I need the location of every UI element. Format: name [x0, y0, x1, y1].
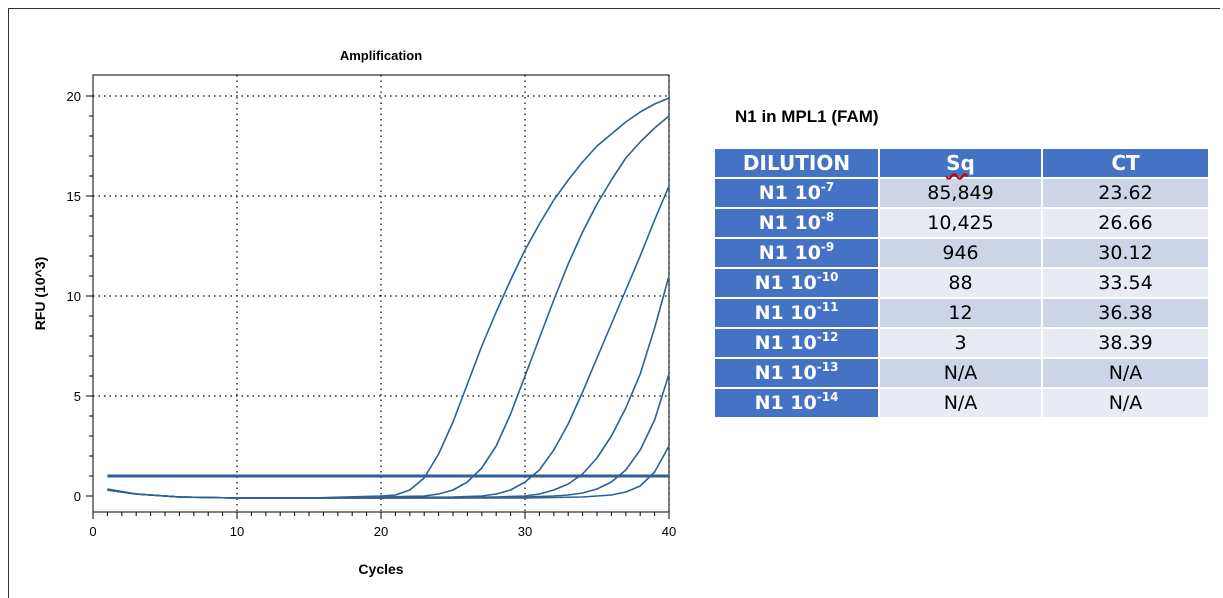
ct-cell: 33.54 — [1042, 268, 1209, 298]
dilution-cell: N1 10-7 — [714, 178, 879, 208]
ct-cell: 23.62 — [1042, 178, 1209, 208]
sq-cell: 946 — [879, 238, 1042, 268]
table-row: N1 10-994630.12 — [714, 238, 1209, 268]
dilution-exponent: -12 — [817, 330, 839, 344]
ct-cell: N/A — [1042, 388, 1209, 418]
dilution-exponent: -14 — [817, 390, 839, 404]
dilution-prefix: N1 10 — [759, 242, 821, 264]
y-tick-label: 10 — [67, 289, 81, 304]
dilution-exponent: -9 — [821, 240, 834, 254]
table-title: N1 in MPL1 (FAM) — [735, 107, 879, 127]
y-axis-title: RFU (10^3) — [32, 257, 48, 331]
dilution-exponent: -10 — [817, 270, 839, 284]
header-sq: Sq — [879, 148, 1042, 178]
table-row: N1 10-111236.38 — [714, 298, 1209, 328]
dilution-cell: N1 10-10 — [714, 268, 879, 298]
dilution-prefix: N1 10 — [759, 182, 821, 204]
dilution-cell: N1 10-13 — [714, 358, 879, 388]
amplification-curve — [107, 116, 669, 498]
sq-cell: 3 — [879, 328, 1042, 358]
dilution-prefix: N1 10 — [755, 362, 817, 384]
table-header-row: DILUTION Sq CT — [714, 148, 1209, 178]
ct-cell: 30.12 — [1042, 238, 1209, 268]
table-row: N1 10-14N/AN/A — [714, 388, 1209, 418]
header-ct: CT — [1042, 148, 1209, 178]
amplification-curve — [107, 186, 669, 498]
dilution-exponent: -8 — [821, 210, 834, 224]
sq-cell: N/A — [879, 388, 1042, 418]
dilution-cell: N1 10-11 — [714, 298, 879, 328]
dilution-cell: N1 10-9 — [714, 238, 879, 268]
x-tick-label: 40 — [662, 524, 676, 539]
results-table: DILUTION Sq CT N1 10-785,84923.62N1 10-8… — [713, 147, 1210, 419]
amplification-curves — [107, 98, 669, 498]
ct-cell: 36.38 — [1042, 298, 1209, 328]
table-row: N1 10-785,84923.62 — [714, 178, 1209, 208]
amplification-curve — [107, 98, 669, 498]
chart-grid — [93, 75, 669, 512]
y-tick-label: 5 — [74, 389, 81, 404]
dilution-cell: N1 10-14 — [714, 388, 879, 418]
dilution-exponent: -13 — [817, 360, 839, 374]
dilution-prefix: N1 10 — [755, 332, 817, 354]
amplification-curve — [107, 374, 669, 498]
sq-cell: N/A — [879, 358, 1042, 388]
header-dilution: DILUTION — [714, 148, 879, 178]
dilution-prefix: N1 10 — [755, 392, 817, 414]
dilution-cell: N1 10-12 — [714, 328, 879, 358]
x-tick-label: 10 — [230, 524, 244, 539]
sq-cell: 10,425 — [879, 208, 1042, 238]
y-tick-label: 0 — [74, 489, 81, 504]
dilution-exponent: -11 — [817, 300, 839, 314]
x-tick-label: 20 — [374, 524, 388, 539]
table-row: N1 10-810,42526.66 — [714, 208, 1209, 238]
table-row: N1 10-13N/AN/A — [714, 358, 1209, 388]
dilution-prefix: N1 10 — [755, 302, 817, 324]
plot-area — [93, 75, 669, 512]
ct-cell: N/A — [1042, 358, 1209, 388]
dilution-exponent: -7 — [821, 180, 834, 194]
sq-cell: 85,849 — [879, 178, 1042, 208]
chart-title: Amplification — [340, 48, 422, 63]
y-tick-label: 20 — [67, 89, 81, 104]
header-sq-label: Sq — [946, 151, 975, 175]
sq-cell: 88 — [879, 268, 1042, 298]
x-axis-title: Cycles — [358, 561, 403, 577]
ct-cell: 26.66 — [1042, 208, 1209, 238]
y-tick-label: 15 — [67, 189, 81, 204]
dilution-cell: N1 10-8 — [714, 208, 879, 238]
x-tick-label: 30 — [518, 524, 532, 539]
sq-cell: 12 — [879, 298, 1042, 328]
dilution-prefix: N1 10 — [759, 212, 821, 234]
dilution-prefix: N1 10 — [755, 272, 817, 294]
table-row: N1 10-108833.54 — [714, 268, 1209, 298]
ct-cell: 38.39 — [1042, 328, 1209, 358]
table-row: N1 10-12338.39 — [714, 328, 1209, 358]
amplification-chart: Amplification 0 10 20 30 40 0 5 10 15 20 Cycles R… — [0, 0, 700, 594]
x-tick-label: 0 — [89, 524, 96, 539]
